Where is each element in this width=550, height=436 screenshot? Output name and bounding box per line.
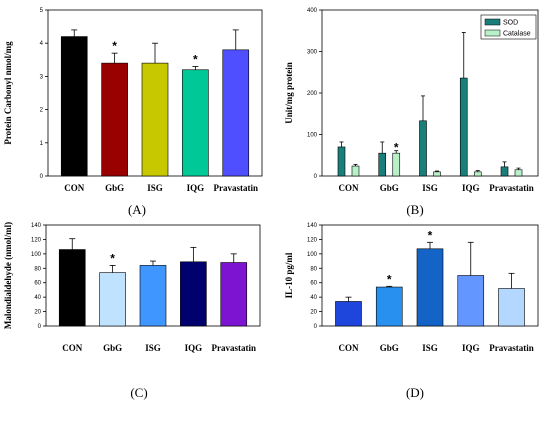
bar-p1-s0-0	[337, 146, 346, 177]
category-label-p0-4: Pravastatin	[214, 183, 259, 193]
y-tick-label-p2-2: 40	[34, 295, 41, 301]
legend-label-p1-s0: SOD	[503, 20, 518, 27]
y-tick-label-p3-6: 120	[307, 237, 318, 243]
y-tick-label-p1-0: 0	[314, 174, 318, 180]
significance-star-p2-1: *	[110, 251, 115, 265]
bar-p0-1	[101, 62, 128, 177]
y-tick-label-p2-5: 100	[31, 252, 42, 258]
bar-p1-s1-1	[392, 152, 401, 177]
category-label-p1-0: CON	[338, 183, 359, 193]
bar-p2-0	[58, 249, 86, 327]
y-tick-label-p1-2: 200	[307, 91, 318, 97]
bar-p2-3	[180, 261, 207, 327]
panel-label-p3: (D)	[406, 385, 424, 400]
category-label-p2-0: CON	[62, 343, 83, 353]
bar-p3-1	[375, 286, 403, 327]
bar-p2-1	[99, 272, 126, 327]
category-label-p0-1: GbG	[105, 183, 124, 193]
panel-label-p2: (C)	[130, 385, 147, 400]
y-tick-label-p2-1: 20	[34, 310, 41, 316]
legend-swatch-p1-s0	[484, 18, 501, 26]
panel-b: 0 100 200 300 400 * SOD Catalase CON GbG ISG IQG Pra…	[284, 8, 539, 217]
y-tick-label-p2-4: 80	[34, 266, 41, 272]
category-label-p3-1: GbG	[380, 343, 399, 353]
category-label-p1-2: ISG	[422, 183, 438, 193]
category-label-p2-2: ISG	[145, 343, 161, 353]
bar-p3-2	[416, 248, 444, 327]
y-tick-label-p2-0: 0	[38, 324, 42, 330]
y-tick-label-p2-3: 60	[34, 281, 41, 287]
bar-p2-4	[220, 262, 248, 327]
bar-p1-s1-2	[433, 171, 441, 177]
category-label-p1-1: GbG	[380, 183, 399, 193]
category-label-p2-4: Pravastatin	[212, 343, 257, 353]
bar-p0-4	[222, 49, 250, 177]
bar-p1-s0-4	[500, 166, 509, 177]
category-label-p0-0: CON	[64, 183, 85, 193]
panel-label-p1: (B)	[406, 202, 423, 217]
bar-p3-0	[335, 301, 362, 327]
bar-p1-s0-2	[419, 120, 427, 177]
y-tick-label-p3-7: 140	[307, 223, 318, 229]
category-label-p0-2: ISG	[147, 183, 163, 193]
y-tick-label-p2-7: 140	[31, 223, 42, 229]
y-tick-label-p2-6: 120	[31, 237, 42, 243]
bar-p3-3	[457, 275, 485, 327]
panel-d: 0 20 40 60 80 100 120 140 * * CON GbG ISG IQG Pravasta…	[284, 223, 539, 400]
y-tick-label-p3-4: 80	[310, 266, 317, 272]
category-label-p2-3: IQG	[185, 343, 203, 353]
significance-star-p1-s1-1: *	[394, 141, 399, 155]
legend-label-p1-s1: Catalase	[503, 31, 531, 38]
category-label-p3-4: Pravastatin	[489, 343, 534, 353]
category-label-p3-0: CON	[338, 343, 359, 353]
category-label-p3-2: ISG	[422, 343, 438, 353]
y-tick-label-p0-5: 5	[40, 8, 44, 14]
category-label-p1-3: IQG	[462, 183, 480, 193]
legend-swatch-p1-s1	[484, 29, 501, 37]
bar-p1-s1-3	[473, 171, 482, 177]
bar-p3-4	[498, 288, 525, 327]
significance-star-p0-1: *	[112, 39, 117, 53]
bar-p1-s1-0	[351, 165, 360, 177]
panel-c: 0 20 40 60 80 100 120 140 * CON GbG ISG IQG Pravastat…	[3, 222, 261, 400]
y-tick-label-p3-0: 0	[314, 324, 318, 330]
y-tick-label-p3-2: 40	[310, 295, 317, 301]
bar-p1-s0-1	[378, 152, 387, 177]
bar-p2-2	[139, 265, 167, 327]
category-label-p1-4: Pravastatin	[489, 183, 534, 193]
category-label-p2-1: GbG	[103, 343, 122, 353]
y-axis-title-p0: Protein Carbonyl nmol/mg	[3, 41, 13, 145]
bar-p1-s1-4	[514, 169, 523, 177]
y-tick-label-p1-4: 400	[307, 8, 318, 14]
bar-p0-3	[182, 69, 209, 177]
legend-p1: SOD Catalase	[480, 14, 537, 40]
y-tick-label-p3-1: 20	[310, 310, 317, 316]
y-tick-label-p0-4: 4	[40, 41, 44, 47]
y-axis-title-p1: Unit/mg protein	[284, 62, 294, 124]
significance-star-p3-2: *	[428, 228, 433, 242]
bar-p0-2	[141, 62, 169, 177]
y-tick-label-p3-5: 100	[307, 252, 318, 258]
y-tick-label-p0-0: 0	[40, 174, 44, 180]
y-tick-label-p0-1: 1	[40, 141, 44, 147]
category-label-p0-3: IQG	[187, 183, 205, 193]
y-tick-label-p0-3: 3	[40, 74, 44, 80]
y-tick-label-p1-3: 300	[307, 50, 318, 56]
panel-label-p0: (A)	[128, 202, 146, 217]
y-axis-title-p2: Malondialdehyde (nmol/ml)	[3, 222, 13, 329]
significance-star-p0-3: *	[193, 52, 198, 66]
category-label-p3-3: IQG	[462, 343, 480, 353]
y-tick-label-p3-3: 60	[310, 281, 317, 287]
bar-p1-s0-3	[459, 77, 468, 177]
bar-p0-0	[60, 36, 88, 177]
panel-a: 0 1 2 3 4 5 * * CON GbG ISG IQG Pravastatin Protein C…	[3, 8, 263, 217]
y-tick-label-p0-2: 2	[40, 108, 44, 114]
y-tick-label-p1-1: 100	[307, 133, 318, 139]
y-axis-title-p3: IL-10 pg/ml	[284, 252, 294, 298]
significance-star-p3-1: *	[387, 272, 392, 286]
